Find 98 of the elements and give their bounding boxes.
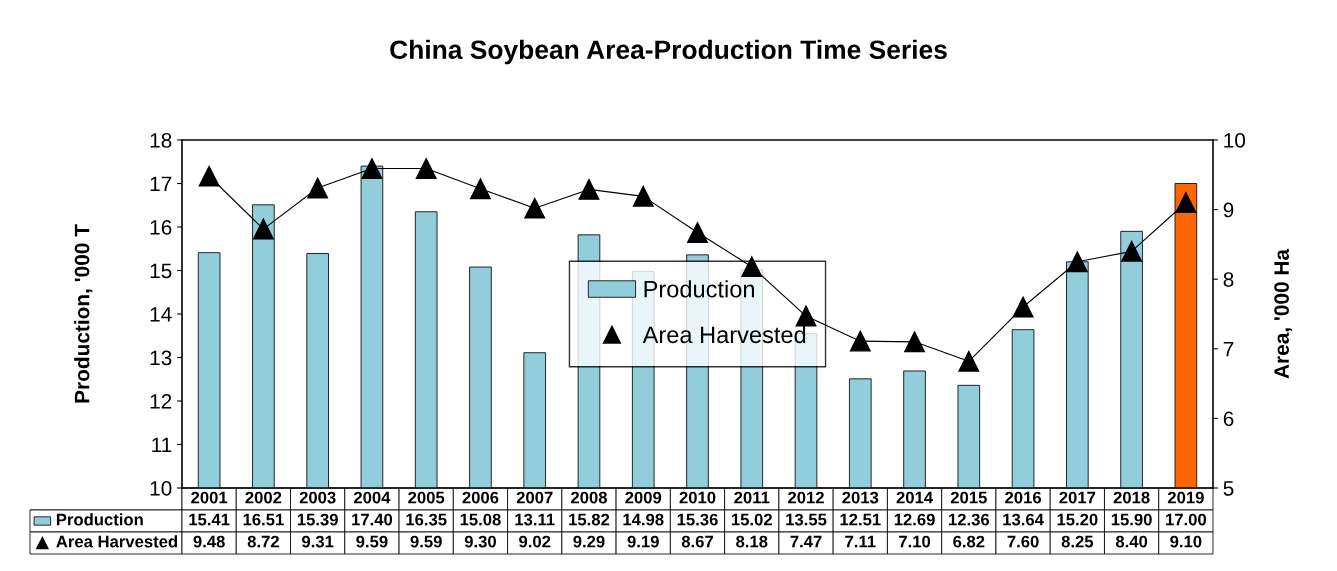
- point: [795, 305, 817, 327]
- data-label: 9.10: [1170, 535, 1202, 548]
- data-label: 15.90: [1111, 513, 1152, 526]
- point: [524, 197, 546, 219]
- data-label: 9.02: [519, 535, 551, 548]
- data-label: 17.40: [352, 513, 393, 526]
- x-tick-label: 2011: [734, 491, 770, 504]
- text: Production: [56, 513, 143, 526]
- x-tick-label: 2016: [1005, 491, 1042, 504]
- y2-tick-label: 7: [1223, 342, 1234, 357]
- data-label: 8.40: [1115, 535, 1148, 548]
- x-tick-label: 2018: [1113, 491, 1150, 504]
- data-label: 9.31: [302, 535, 334, 548]
- y-tick-label: 16: [150, 220, 172, 235]
- point: [741, 256, 763, 278]
- data-label: 16.35: [406, 513, 447, 526]
- point: [361, 158, 383, 179]
- x-tick-label: 2009: [625, 491, 662, 504]
- data-label: 9.48: [193, 535, 225, 548]
- data-label: 9.59: [356, 535, 388, 548]
- data-label: 12.51: [840, 513, 881, 526]
- y2-tick-label: 10: [1224, 133, 1246, 148]
- data-label: 16.51: [243, 513, 284, 526]
- data-label: 15.20: [1057, 513, 1098, 526]
- data-label: 6.82: [953, 535, 985, 548]
- point: [849, 330, 871, 352]
- data-label: 7.60: [1007, 535, 1039, 548]
- y-axis-title: Production, '000 T: [74, 224, 93, 403]
- data-label: 7.47: [790, 535, 822, 548]
- point: [470, 178, 491, 200]
- y2-tick-label: 9: [1223, 202, 1234, 218]
- point: [1121, 240, 1143, 262]
- point: [252, 218, 274, 240]
- data-label: 14.98: [623, 513, 664, 526]
- x-tick-label: 2013: [842, 491, 879, 504]
- x-tick-label: 2004: [353, 491, 391, 504]
- data-label: 13.11: [515, 513, 555, 526]
- data-label: 13.64: [1003, 513, 1044, 526]
- data-label: 8.67: [681, 535, 713, 548]
- data-label: 8.72: [247, 535, 279, 548]
- y-tick-label: 14: [150, 307, 172, 322]
- point: [415, 158, 437, 179]
- data-label: 15.02: [731, 513, 772, 526]
- legend-label: Production: [644, 280, 754, 298]
- data-label: 9.59: [410, 535, 442, 548]
- text: Area Harvested: [56, 535, 178, 548]
- x-tick-label: 2012: [788, 491, 824, 504]
- data-label: 17.00: [1166, 513, 1207, 526]
- y-tick-label: 18: [150, 133, 172, 148]
- data-label: 13.55: [786, 513, 827, 526]
- data-label: 15.82: [569, 513, 610, 526]
- y2-tick-label: 8: [1223, 272, 1234, 287]
- data-label: 8.18: [736, 535, 768, 548]
- data-label: 7.11: [845, 535, 876, 548]
- x-tick-label: 2003: [299, 491, 336, 504]
- y-tick-label: 12: [150, 394, 172, 409]
- data-label: 12.69: [894, 513, 935, 526]
- x-tick-label: 2017: [1059, 491, 1096, 504]
- x-tick-label: 2019: [1167, 491, 1204, 504]
- x-tick-label: 2006: [462, 491, 499, 504]
- point: [687, 222, 708, 243]
- point: [198, 165, 220, 187]
- y-tick-label: 13: [150, 350, 172, 366]
- x-tick-label: 2014: [896, 491, 933, 504]
- y2-axis-title: Area, '000 Ha: [1274, 248, 1292, 379]
- point: [307, 177, 329, 199]
- y-tick-label: 17: [150, 176, 172, 192]
- data-label: 15.08: [460, 513, 501, 526]
- x-tick-label: 2007: [516, 491, 553, 504]
- data-label: 9.29: [573, 535, 605, 548]
- data-label: 15.39: [297, 513, 338, 526]
- point: [1012, 296, 1034, 318]
- point: [958, 350, 980, 372]
- x-tick-label: 2005: [408, 491, 445, 504]
- data-label: 9.19: [627, 535, 659, 548]
- x-tick-label: 2001: [191, 491, 228, 504]
- x-tick-label: 2015: [950, 491, 987, 504]
- y2-tick-label: 5: [1223, 481, 1234, 496]
- data-label: 8.25: [1061, 535, 1094, 548]
- data-label: 15.41: [189, 513, 230, 526]
- data-label: 9.30: [464, 535, 496, 548]
- x-tick-label: 2002: [245, 491, 282, 504]
- point: [1175, 192, 1197, 214]
- chart-title: China Soybean Area-Production Time Series: [390, 39, 947, 65]
- point: [904, 331, 925, 353]
- point: [1066, 251, 1088, 273]
- legend-label: Area Harvested: [642, 325, 806, 344]
- point: [578, 178, 600, 200]
- x-tick-label: 2008: [571, 491, 607, 504]
- y-tick-label: 15: [150, 263, 172, 279]
- y2-tick-label: 6: [1223, 411, 1234, 427]
- x-tick-label: 2010: [679, 491, 716, 504]
- data-label: 7.10: [899, 535, 931, 548]
- y-tick-label: 11: [152, 437, 172, 453]
- point: [632, 185, 654, 207]
- data-label: 15.36: [677, 513, 718, 526]
- data-label: 12.36: [949, 513, 990, 526]
- y-tick-label: 10: [150, 481, 172, 496]
